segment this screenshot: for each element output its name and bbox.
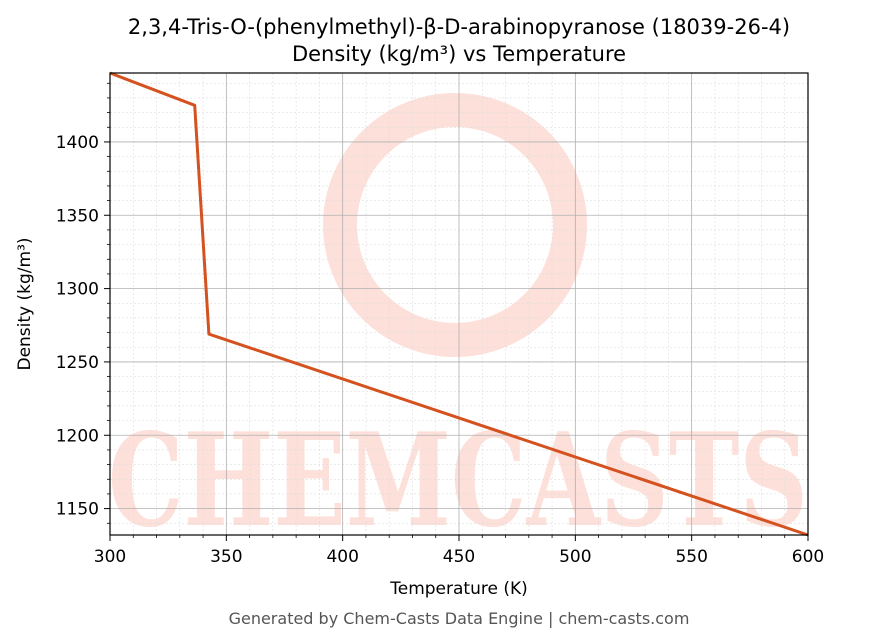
- chart-subtitle: Density (kg/m³) vs Temperature: [292, 42, 626, 66]
- footer-credit: Generated by Chem-Casts Data Engine | ch…: [229, 609, 690, 628]
- y-tick-label: 1250: [56, 353, 99, 373]
- watermark-logo-ring: [323, 93, 587, 357]
- y-tick-label: 1300: [56, 280, 99, 300]
- watermark-logo: CHEMCASTS: [108, 93, 808, 556]
- watermark-text: CHEMCASTS: [108, 406, 808, 556]
- chart-title: 2,3,4-Tris-O-(phenylmethyl)-β-D-arabinop…: [128, 15, 790, 39]
- x-tick-label: 300: [94, 547, 126, 567]
- y-tick-label: 1200: [56, 426, 99, 446]
- density-series-line: [109, 71, 809, 537]
- y-tick-label: 1400: [56, 133, 99, 153]
- y-tick-label: 1150: [56, 500, 99, 520]
- axis-ticks: 300 350 400 450 500 550 600 1150 1200 1250 1300 135…: [56, 82, 824, 567]
- y-tick-label: 1350: [56, 206, 99, 226]
- x-tick-label: 600: [792, 547, 824, 567]
- x-tick-label: 450: [443, 547, 475, 567]
- y-axis-label: Density (kg/m³): [15, 237, 35, 370]
- x-tick-label: 350: [210, 547, 242, 567]
- x-tick-label: 550: [675, 547, 707, 567]
- series-layer: [109, 71, 809, 537]
- x-axis-label: Temperature (K): [389, 579, 528, 599]
- x-tick-label: 500: [559, 547, 591, 567]
- x-tick-label: 400: [326, 547, 358, 567]
